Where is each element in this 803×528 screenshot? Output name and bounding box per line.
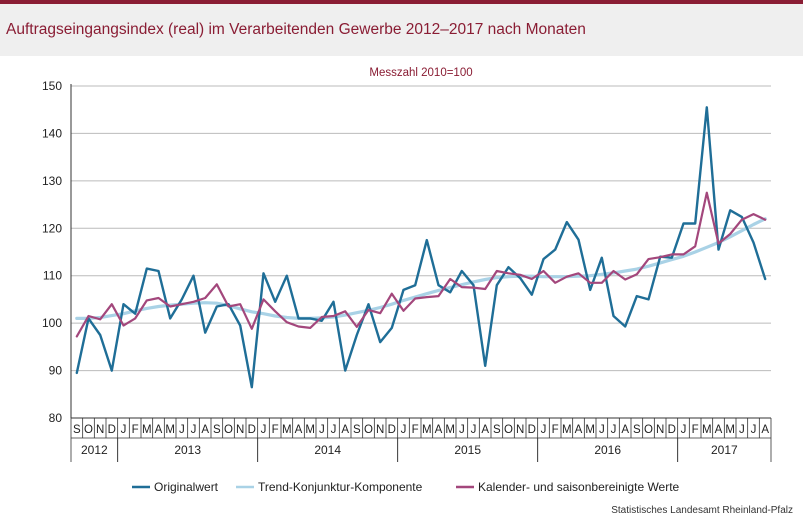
source-note: Statistisches Landesamt Rheinland-Pfalz [611,505,793,516]
x-tick-label: M [585,424,595,436]
x-tick-label: J [121,424,127,436]
x-tick-label: O [644,424,653,436]
x-tick-label: M [282,424,292,436]
x-tick-label: M [165,424,175,436]
line-chart: Messzahl 2010=100 80 90 100 110 120 130 140 150 S… [42,67,772,494]
y-tick-label: 100 [42,316,62,330]
x-tick-label: N [376,424,384,436]
x-tick-label: M [445,424,455,436]
x-tick-label: O [504,424,513,436]
x-tick-label: N [236,424,244,436]
x-tick-label: F [272,424,279,436]
x-tick-label: J [599,424,605,436]
x-tick-label: J [331,424,337,436]
x-tick-label: J [459,424,465,436]
y-tick-label: 120 [42,221,62,235]
x-tick-label: S [73,424,81,436]
x-tick-label: N [656,424,664,436]
x-tick-label: D [108,424,116,436]
x-tick-label: J [191,424,197,436]
x-tick-label: O [224,424,233,436]
x-tick-label: S [493,424,501,436]
legend-label: Trend-Konjunktur-Komponente [258,480,423,494]
x-tick-label: J [611,424,617,436]
year-label: 2014 [314,443,341,457]
year-label: 2015 [454,443,481,457]
chart-subtitle: Messzahl 2010=100 [369,67,472,79]
x-tick-label: N [516,424,524,436]
x-tick-label: F [692,424,699,436]
y-tick-label: 90 [49,364,63,378]
x-tick-label: M [725,424,735,436]
y-tick-label: 140 [42,126,62,140]
x-tick-label: O [84,424,93,436]
x-tick-label: A [481,424,489,436]
year-label: 2012 [81,443,108,457]
series-line-original [75,106,767,389]
x-tick-label: D [528,424,536,436]
year-label: 2013 [174,443,201,457]
series-line-trend [75,217,767,320]
x-tick-label: M [305,424,315,436]
x-tick-label: A [155,424,163,436]
x-tick-label: M [562,424,572,436]
header-accent-bar [0,0,803,4]
series-line-adjusted [75,191,767,338]
x-tick-label: D [388,424,396,436]
x-tick-label: M [142,424,152,436]
y-tick-label: 80 [49,411,63,425]
x-tick-label: J [261,424,267,436]
x-tick-label: J [541,424,547,436]
legend-label: Kalender- und saisonbereinigte Werte [478,480,680,494]
x-tick-label: J [179,424,185,436]
x-tick-label: S [353,424,361,436]
x-tick-label: J [319,424,325,436]
y-tick-label: 150 [42,79,62,93]
x-tick-label: F [552,424,559,436]
year-label: 2017 [711,443,738,457]
legend-label: Originalwert [154,480,219,494]
x-tick-label: J [471,424,477,436]
x-tick-label: A [715,424,723,436]
x-tick-label: F [132,424,139,436]
x-tick-label: O [364,424,373,436]
y-tick-label: 130 [42,174,62,188]
x-tick-label: A [621,424,629,436]
x-tick-label: A [761,424,769,436]
x-tick-label: J [681,424,687,436]
year-label: 2016 [594,443,621,457]
x-tick-label: S [633,424,641,436]
x-tick-label: J [401,424,407,436]
x-tick-label: S [213,424,221,436]
x-tick-label: D [248,424,256,436]
y-tick-label: 110 [43,269,62,283]
x-tick-label: A [341,424,349,436]
x-tick-label: N [96,424,104,436]
x-tick-label: F [412,424,419,436]
x-tick-label: J [751,424,757,436]
page-title: Auftragseingangsindex (real) im Verarbei… [6,21,586,38]
x-tick-label: M [422,424,432,436]
x-tick-label: M [702,424,712,436]
x-tick-label: J [739,424,745,436]
x-tick-label: A [435,424,443,436]
x-tick-label: A [201,424,209,436]
header: Auftragseingangsindex (real) im Verarbei… [0,4,803,56]
x-tick-label: A [295,424,303,436]
x-tick-label: A [575,424,583,436]
x-tick-label: D [668,424,676,436]
